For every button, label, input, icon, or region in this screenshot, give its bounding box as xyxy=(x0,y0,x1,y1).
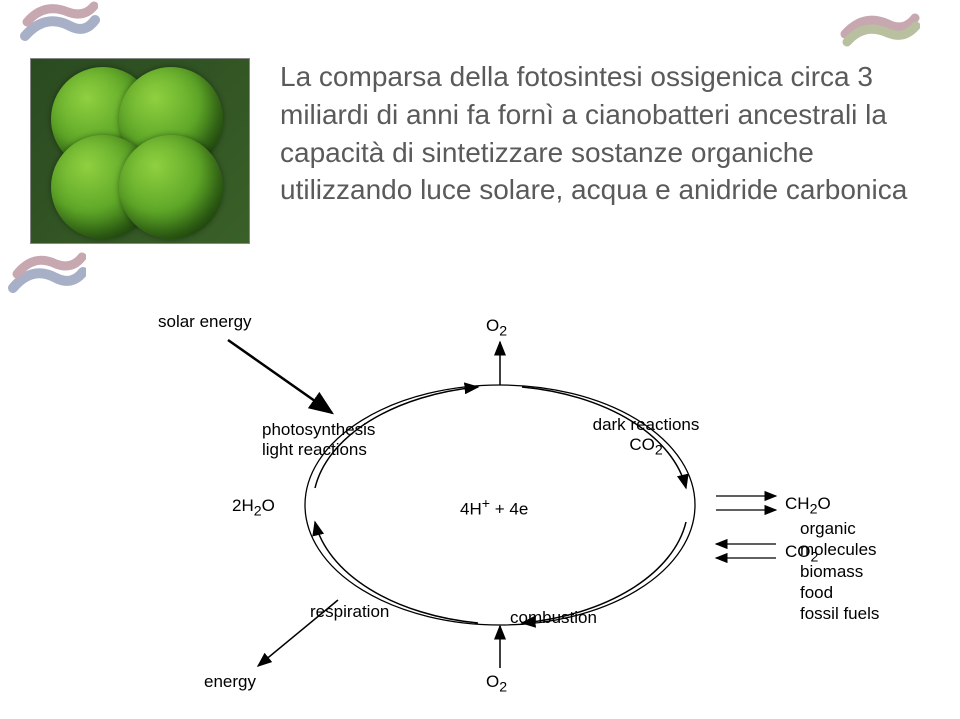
label-o2-top: O2 xyxy=(486,316,507,340)
cyanobacteria-photo xyxy=(30,58,250,244)
label-photosynthesis: photosynthesis light reactions xyxy=(262,420,375,461)
label-energy: energy xyxy=(204,672,256,692)
label-respiration: respiration xyxy=(310,602,389,622)
label-center: 4H+ + 4e xyxy=(460,496,528,520)
label-organics: organicmoleculesbiomassfoodfossil fuels xyxy=(800,518,879,624)
label-h2o: 2H2O xyxy=(232,496,275,520)
solar-energy-arrow xyxy=(228,340,332,413)
main-paragraph: La comparsa della fotosintesi ossigenica… xyxy=(280,58,940,209)
decorative-stroke-4 xyxy=(842,18,920,54)
photosynthesis-cycle-diagram: solar energy O2 photosynthesis light rea… xyxy=(160,310,880,710)
label-solar-energy: solar energy xyxy=(158,312,252,332)
decorative-stroke-6 xyxy=(12,248,86,286)
label-o2-bottom: O2 xyxy=(486,672,507,696)
label-combustion: combustion xyxy=(510,608,597,628)
label-dark-reactions: dark reactionsCO2 xyxy=(576,415,716,460)
label-ch2o: CH2O xyxy=(785,494,831,518)
decorative-stroke-2 xyxy=(22,0,98,34)
